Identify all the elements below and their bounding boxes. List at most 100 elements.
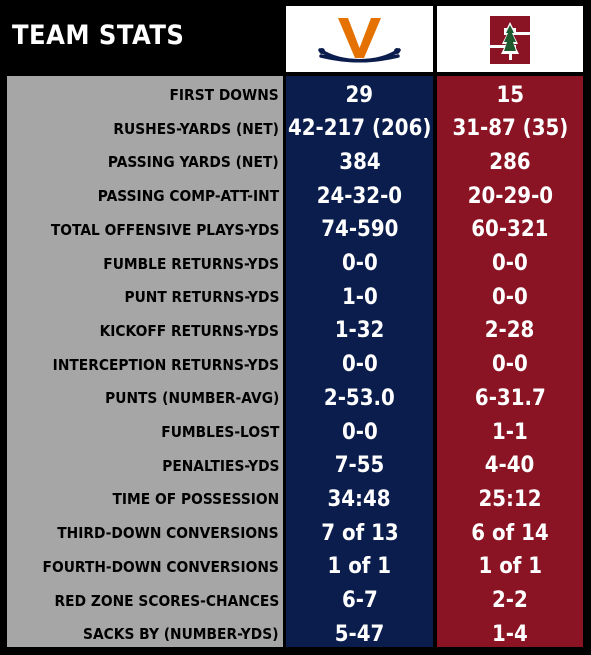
virginia-stat-value-text: 1 of 1 — [327, 554, 392, 580]
virginia-stat-value-text: 2-53.0 — [324, 385, 395, 411]
stat-label: THIRD-DOWN CONVERSIONS — [7, 516, 283, 550]
virginia-stat-value: 7 of 13 — [286, 516, 433, 550]
virginia-stat-value-text: 29 — [345, 82, 374, 108]
virginia-stat-value-text: 7 of 13 — [320, 520, 399, 546]
stanford-stat-value: 6 of 14 — [437, 516, 583, 550]
virginia-stat-value-text: 24-32-0 — [316, 183, 403, 209]
virginia-stat-value: 1-32 — [286, 314, 433, 348]
virginia-stat-value: 29 — [286, 78, 433, 112]
stanford-stat-value: 0-0 — [437, 348, 583, 382]
stanford-stat-value-text: 1-1 — [492, 419, 528, 445]
stanford-stat-value-text: 15 — [496, 82, 524, 108]
stat-label-text: FIRST DOWNS — [169, 86, 279, 104]
stat-label-text: TIME OF POSSESSION — [112, 490, 279, 509]
virginia-stat-value: 5-47 — [286, 617, 433, 651]
virginia-stat-value-text: 6-7 — [341, 588, 378, 613]
virginia-stat-value: 384 — [286, 145, 433, 179]
stanford-stat-value: 15 — [437, 78, 583, 112]
stanford-stat-value-text: 2-28 — [485, 318, 535, 344]
stanford-stat-value-text: 2-2 — [492, 588, 528, 613]
stanford-stat-value-text: 0-0 — [492, 352, 528, 378]
stat-labels-column: FIRST DOWNS RUSHES-YARDS (NET) PASSING YAR… — [7, 76, 283, 647]
stanford-stat-value: 2-2 — [437, 584, 583, 618]
stat-label: FUMBLE RETURNS-YDS — [7, 247, 283, 281]
stat-label: SACKS BY (NUMBER-YDS) — [7, 617, 283, 651]
stanford-stat-value: 1-1 — [437, 415, 583, 449]
stat-label: INTERCEPTION RETURNS-YDS — [7, 348, 283, 382]
stat-label-text: FUMBLES-LOST — [160, 423, 279, 441]
stanford-stat-value-text: 1-4 — [492, 621, 528, 647]
stanford-stat-value: 1-4 — [437, 617, 583, 651]
stanford-stat-value-text: 4-40 — [485, 453, 535, 479]
stanford-s-tree-logo — [490, 16, 530, 64]
stanford-stat-value-text: 0-0 — [492, 251, 528, 276]
virginia-stat-value-text: 74-590 — [320, 217, 399, 243]
stanford-stat-value-text: 25:12 — [478, 486, 542, 512]
stat-label-text: TOTAL OFFENSIVE PLAYS-YDS — [50, 220, 279, 239]
stat-label-text: PUNT RETURNS-YDS — [124, 288, 279, 307]
stat-label-text: THIRD-DOWN CONVERSIONS — [57, 524, 279, 543]
stat-label-text: SACKS BY (NUMBER-YDS) — [83, 625, 279, 644]
virginia-stat-value: 1 of 1 — [286, 550, 433, 584]
stat-label: PASSING YARDS (NET) — [7, 145, 283, 179]
stat-label: TOTAL OFFENSIVE PLAYS-YDS — [7, 213, 283, 247]
stat-label: TIME OF POSSESSION — [7, 482, 283, 516]
stat-label-text: PUNTS (NUMBER-AVG) — [104, 389, 279, 408]
stat-label: PENALTIES-YDS — [7, 449, 283, 483]
stanford-stat-value: 286 — [437, 145, 583, 179]
virginia-stat-value: 0-0 — [286, 247, 433, 281]
virginia-stat-value: 24-32-0 — [286, 179, 433, 213]
stanford-stat-value: 4-40 — [437, 449, 583, 483]
stat-label-text: KICKOFF RETURNS-YDS — [99, 321, 279, 340]
stanford-stat-value-text: 286 — [489, 149, 531, 175]
stat-label: FUMBLES-LOST — [7, 415, 283, 449]
virginia-stat-value-text: 0-0 — [341, 251, 378, 276]
stat-label: PUNT RETURNS-YDS — [7, 280, 283, 314]
stat-label: RED ZONE SCORES-CHANCES — [7, 584, 283, 618]
stat-label-text: RUSHES-YARDS (NET) — [113, 119, 279, 138]
stat-label-text: PASSING YARDS (NET) — [108, 153, 279, 172]
stat-label-text: FOURTH-DOWN CONVERSIONS — [42, 557, 279, 576]
virginia-stat-value-text: 7-55 — [334, 453, 385, 479]
stat-label: RUSHES-YARDS (NET) — [7, 112, 283, 146]
virginia-stat-value-text: 42-217 (206) — [287, 116, 432, 142]
virginia-stat-value-text: 1-32 — [334, 318, 385, 344]
virginia-stat-value: 1-0 — [286, 280, 433, 314]
stanford-stat-value-text: 6 of 14 — [471, 520, 549, 546]
virginia-stat-value: 7-55 — [286, 449, 433, 483]
virginia-stat-value: 0-0 — [286, 348, 433, 382]
virginia-stat-value-text: 5-47 — [334, 621, 385, 647]
stanford-stat-value-text: 60-321 — [471, 217, 549, 243]
virginia-stat-value: 0-0 — [286, 415, 433, 449]
stanford-stat-value: 31-87 (35) — [437, 112, 583, 146]
virginia-stat-value: 74-590 — [286, 213, 433, 247]
virginia-stat-value-text: 34:48 — [327, 486, 392, 512]
virginia-values-column: 29 42-217 (206) 384 24-32-0 74-590 0-0 1-0 1-32… — [286, 76, 433, 647]
virginia-stat-value-text: 0-0 — [341, 352, 378, 378]
stat-label-text: INTERCEPTION RETURNS-YDS — [52, 355, 279, 374]
virginia-v-sabres-logo — [318, 18, 401, 63]
stanford-stat-value: 0-0 — [437, 247, 583, 281]
stanford-stat-value-text: 6-31.7 — [474, 385, 546, 411]
stat-label-text: PENALTIES-YDS — [161, 456, 279, 475]
stat-label-text: PASSING COMP-ATT-INT — [97, 187, 279, 206]
stanford-stat-value: 2-28 — [437, 314, 583, 348]
virginia-stat-value-text: 0-0 — [341, 419, 378, 445]
virginia-stat-value-text: 1-0 — [341, 284, 378, 310]
stanford-stat-value: 20-29-0 — [437, 179, 583, 213]
stanford-stat-value-text: 1 of 1 — [478, 554, 542, 580]
stanford-stat-value: 25:12 — [437, 482, 583, 516]
page-title: TEAM STATS — [12, 20, 185, 51]
stat-label-text: RED ZONE SCORES-CHANCES — [54, 591, 279, 610]
stanford-logo-box — [437, 6, 583, 72]
stanford-stat-value-text: 0-0 — [492, 284, 528, 310]
virginia-stat-value: 6-7 — [286, 584, 433, 618]
stanford-stat-value: 6-31.7 — [437, 381, 583, 415]
virginia-stat-value: 2-53.0 — [286, 381, 433, 415]
virginia-stat-value-text: 384 — [338, 149, 381, 175]
virginia-logo-box — [286, 6, 433, 72]
stat-label: FOURTH-DOWN CONVERSIONS — [7, 550, 283, 584]
virginia-stat-value: 42-217 (206) — [286, 112, 433, 146]
stanford-stat-value-text: 20-29-0 — [467, 183, 553, 209]
